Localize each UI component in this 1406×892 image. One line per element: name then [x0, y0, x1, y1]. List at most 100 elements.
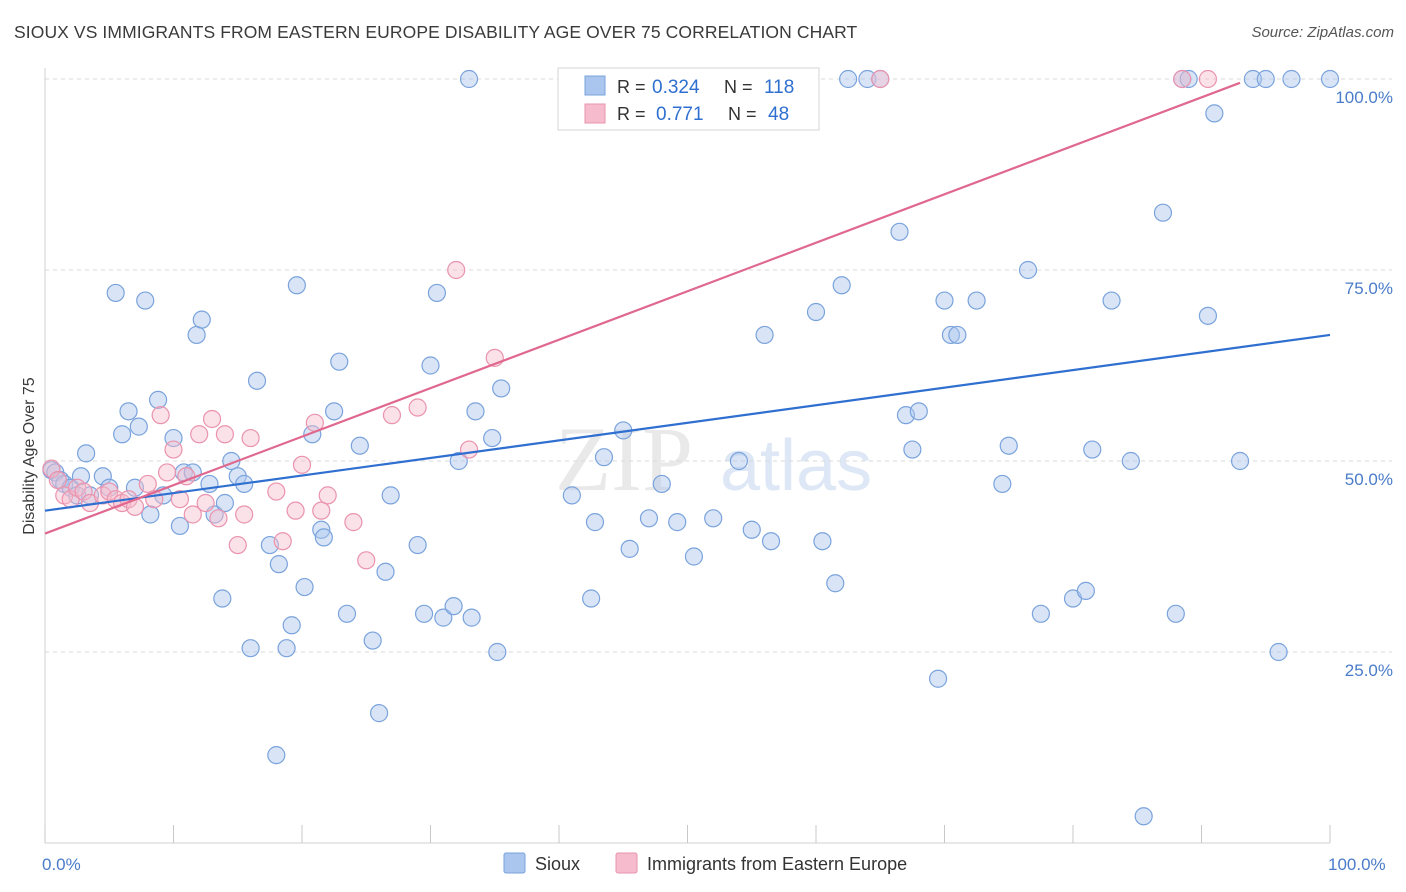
sioux-point-58 [444, 597, 463, 616]
sioux-point-93 [935, 291, 954, 310]
x-tick-label-min: 0.0% [42, 855, 81, 874]
legend-swatch-sioux [584, 75, 606, 96]
sioux-point-65 [492, 379, 511, 398]
sioux-point-57 [434, 608, 453, 627]
immig-point-31 [286, 501, 305, 520]
sioux-point-11 [106, 283, 125, 303]
immig-point-1 [48, 471, 67, 490]
immig-point-45 [871, 69, 890, 89]
sioux-point-71 [620, 539, 639, 558]
sioux-point-28 [213, 589, 232, 608]
immig-point-17 [164, 440, 183, 459]
sioux-point-105 [1121, 451, 1140, 471]
sioux-point-90 [903, 440, 922, 459]
bottom-legend-sioux: Sioux [535, 854, 580, 874]
sioux-point-99 [1018, 260, 1038, 280]
sioux-point-75 [684, 547, 704, 566]
sioux-point-16 [136, 291, 155, 310]
sioux-point-49 [363, 631, 382, 650]
immig-point-40 [447, 260, 466, 280]
sioux-point-112 [1205, 104, 1224, 123]
y-tick-label-0: 25.0% [1345, 661, 1393, 680]
sioux-point-74 [668, 513, 687, 532]
sioux-point-59 [449, 451, 468, 471]
sioux-point-116 [1269, 642, 1288, 662]
sioux-point-48 [350, 436, 369, 455]
immig-point-30 [273, 532, 292, 551]
immig-point-18 [170, 490, 190, 509]
sioux-point-107 [1153, 203, 1173, 222]
sioux-point-6 [71, 467, 91, 486]
series-immig-points [42, 69, 1218, 570]
sioux-point-110 [1179, 69, 1198, 89]
sioux-point-67 [582, 589, 601, 608]
sioux-point-96 [967, 291, 986, 310]
sioux-point-36 [267, 746, 286, 765]
sioux-point-69 [594, 448, 614, 467]
y-tick-label-1: 50.0% [1345, 470, 1393, 489]
series-legend: Sioux Immigrants from Eastern Europe [503, 852, 907, 874]
immig-point-13 [138, 474, 157, 494]
sioux-point-55 [421, 356, 440, 375]
sioux-point-95 [948, 325, 967, 345]
legend-n-label-immig: N = [728, 104, 757, 124]
sioux-point-60 [459, 69, 479, 89]
immig-point-26 [228, 535, 247, 555]
chart-source: Source: ZipAtlas.com [1251, 24, 1394, 41]
immig-point-28 [241, 428, 260, 448]
y-tick-label-2: 75.0% [1345, 279, 1393, 298]
sioux-point-21 [170, 516, 190, 536]
bottom-legend-immig: Immigrants from Eastern Europe [647, 854, 907, 874]
axes [44, 68, 1331, 844]
sioux-point-18 [148, 390, 168, 409]
immig-point-36 [344, 513, 363, 532]
sioux-point-78 [742, 520, 761, 539]
sioux-point-79 [755, 325, 774, 345]
sioux-point-80 [761, 532, 781, 551]
sioux-point-7 [77, 444, 96, 463]
sioux-point-47 [337, 604, 357, 623]
bottom-legend-swatch-sioux [503, 852, 526, 874]
sioux-point-86 [858, 69, 877, 89]
series-sioux-points [42, 69, 1340, 826]
sioux-point-84 [832, 276, 851, 295]
immig-point-32 [292, 455, 312, 474]
sioux-point-53 [408, 535, 427, 555]
legend-r-label-immig: R = [617, 104, 646, 124]
immig-point-38 [382, 406, 402, 425]
sioux-point-15 [129, 417, 148, 436]
sioux-point-115 [1256, 69, 1275, 89]
sioux-point-62 [466, 402, 485, 421]
sioux-point-114 [1243, 69, 1263, 89]
sioux-point-46 [330, 352, 349, 371]
legend-r-label-sioux: R = [617, 77, 646, 97]
sioux-point-91 [909, 402, 928, 421]
sioux-point-45 [325, 402, 344, 421]
sioux-point-77 [729, 451, 749, 471]
legend-r-value-sioux: 0.324 [652, 77, 700, 98]
y-tick-labels: 25.0% 50.0% 75.0% 100.0% [1335, 88, 1393, 680]
sioux-point-85 [839, 69, 858, 89]
legend-n-value-sioux: 118 [764, 77, 794, 98]
trend-lines [44, 81, 1331, 535]
immig-point-15 [151, 406, 170, 425]
grid-lines [45, 78, 1392, 653]
sioux-point-72 [639, 509, 659, 528]
legend-r-value-immig: 0.771 [656, 104, 704, 125]
immig-point-46 [1173, 69, 1192, 89]
sioux-point-61 [462, 608, 481, 627]
immig-point-24 [209, 509, 228, 528]
sioux-point-56 [427, 283, 447, 303]
immig-point-8 [100, 482, 119, 501]
sioux-point-117 [1282, 69, 1301, 89]
sioux-point-92 [928, 669, 948, 688]
sioux-point-51 [376, 562, 395, 581]
immig-point-5 [74, 482, 93, 501]
immig-point-25 [215, 425, 234, 444]
immig-point-27 [235, 505, 254, 524]
immig-point-0 [42, 459, 61, 478]
sioux-point-40 [287, 276, 306, 295]
sioux-point-29 [215, 493, 234, 513]
sioux-point-44 [314, 528, 333, 547]
